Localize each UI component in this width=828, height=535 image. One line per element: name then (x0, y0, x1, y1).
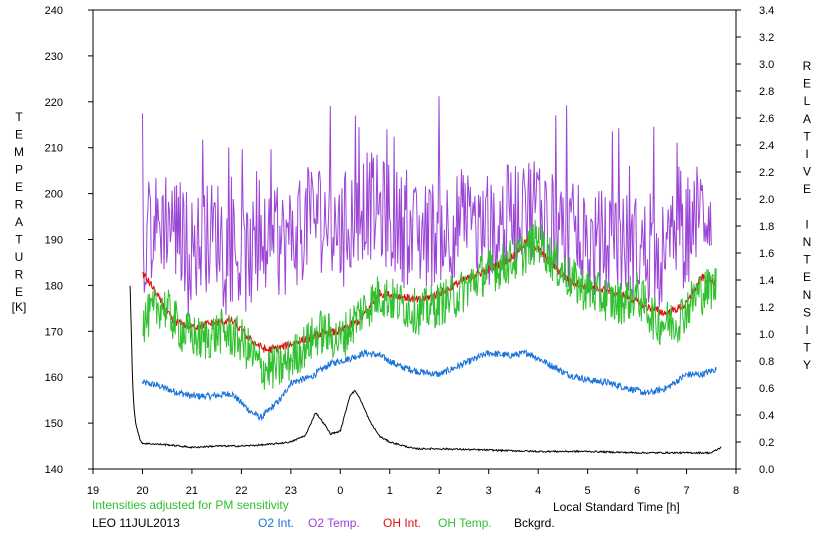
x-tick-label: 19 (87, 485, 99, 497)
y-right-tick-label: 3.4 (759, 5, 774, 17)
station-date-label: LEO 11JUL2013 (92, 516, 180, 530)
x-tick-label: 7 (683, 485, 689, 497)
y-left-tick-label: 210 (45, 143, 63, 155)
series-layer (129, 96, 722, 455)
x-tick-label: 1 (387, 485, 393, 497)
x-tick-label: 2 (436, 485, 442, 497)
y-right-title-letter: T (803, 129, 811, 143)
y-right-tick-label: 1.4 (759, 275, 774, 287)
y-right-title-letter: S (803, 305, 811, 319)
y-axis-left: 140 150 160 170 180 190 200 210 220 230 240 (45, 5, 93, 476)
y-right-title-letter: N (803, 288, 812, 302)
y-right-title-letter: E (803, 270, 811, 284)
x-tick-label: 4 (535, 485, 541, 497)
legend-item: OH Temp. (438, 516, 492, 530)
y-left-title-letter: R (15, 268, 24, 282)
y-left-title-letter: E (15, 180, 23, 194)
y-right-title-letter: V (803, 165, 811, 179)
y-right-tick-label: 0.4 (759, 410, 774, 422)
y-left-tick-label: 180 (45, 280, 63, 292)
x-tick-label: 21 (186, 485, 198, 497)
y-right-tick-label: 1.2 (759, 302, 774, 314)
legend-item: Bckgrd. (514, 516, 555, 530)
x-tick-label: 5 (585, 485, 591, 497)
y-right-title-letter: I (805, 147, 808, 161)
series-o2-temp-line (142, 96, 712, 317)
y-left-tick-label: 140 (45, 464, 63, 476)
y-right-title-letter: T (803, 253, 811, 267)
y-left-title-letter: E (15, 128, 23, 142)
y-right-title-letter: N (803, 235, 812, 249)
y-right-tick-label: 1.0 (759, 329, 774, 341)
legend-item: O2 Temp. (308, 516, 360, 530)
series-o2-int-line (142, 348, 717, 422)
y-left-title-letter: R (15, 198, 24, 212)
y-right-title-letter: E (803, 77, 811, 91)
x-axis-title: Local Standard Time [h] (553, 500, 680, 514)
y-left-tick-label: 240 (45, 5, 63, 17)
legend-item: O2 Int. (258, 516, 294, 530)
y-left-tick-label: 230 (45, 51, 63, 63)
y-right-title-letter: I (805, 323, 808, 337)
y-right-tick-label: 1.8 (759, 221, 774, 233)
y-right-tick-label: 0.0 (759, 464, 774, 476)
y-right-title-letter: T (803, 341, 811, 355)
y-right-tick-label: 2.6 (759, 113, 774, 125)
y-left-title-letter: T (15, 233, 23, 247)
series-bckgrd-line (129, 285, 722, 455)
y-right-tick-label: 2.8 (759, 86, 774, 98)
y-right-tick-label: 2.2 (759, 167, 774, 179)
x-tick-label: 22 (235, 485, 247, 497)
y-left-tick-label: 220 (45, 97, 63, 109)
y-left-tick-label: 160 (45, 372, 63, 384)
y-right-tick-label: 0.8 (759, 356, 774, 368)
y-right-tick-label: 0.2 (759, 437, 774, 449)
y-left-title-letter: M (14, 145, 24, 159)
y-right-title-letter: I (805, 217, 808, 231)
x-tick-label: 20 (136, 485, 148, 497)
y-right-title-letter: E (803, 182, 811, 196)
legend: O2 Int. O2 Temp. OH Int. OH Temp. Bckgrd. (258, 516, 555, 530)
y-left-tick-label: 200 (45, 189, 63, 201)
y-left-tick-label: 190 (45, 235, 63, 247)
y-right-title-letter: A (803, 112, 811, 126)
y-left-title-letter: T (15, 110, 23, 124)
sensitivity-note: Intensities adjusted for PM sensitivity (92, 498, 289, 512)
y-right-title-letter: R (803, 59, 812, 73)
series-oh-temp-line (142, 219, 717, 390)
y-left-tick-label: 170 (45, 326, 63, 338)
y-axis-right: 0.0 0.2 0.4 0.6 0.8 1.0 1.2 1.4 1.6 1.8 2.0 2.2 2.4 2… (736, 5, 774, 476)
y-right-tick-label: 3.0 (759, 59, 774, 71)
x-tick-label: 23 (285, 485, 297, 497)
plot-frame (92, 9, 737, 470)
x-tick-label: 6 (634, 485, 640, 497)
x-axis: 19 20 21 22 23 0 1 2 3 4 5 6 7 8 (87, 469, 739, 497)
y-right-tick-label: 0.6 (759, 383, 774, 395)
x-tick-label: 3 (486, 485, 492, 497)
y-left-title-letter: U (15, 250, 24, 264)
x-tick-label: 8 (733, 485, 739, 497)
y-right-tick-label: 2.4 (759, 140, 774, 152)
y-left-title-letter: E (15, 285, 23, 299)
legend-item: OH Int. (383, 516, 421, 530)
x-tick-label: 0 (337, 485, 343, 497)
y-left-title-letter: P (15, 163, 23, 177)
y-right-title-letter: Y (803, 358, 811, 372)
y-right-tick-label: 2.0 (759, 194, 774, 206)
y-right-tick-label: 3.2 (759, 32, 774, 44)
y-right-tick-label: 1.6 (759, 248, 774, 260)
y-axis-left-unit: [K] (12, 300, 27, 314)
y-right-title-letter: L (804, 94, 811, 108)
y-left-tick-label: 150 (45, 418, 63, 430)
y-left-title-letter: A (15, 215, 23, 229)
